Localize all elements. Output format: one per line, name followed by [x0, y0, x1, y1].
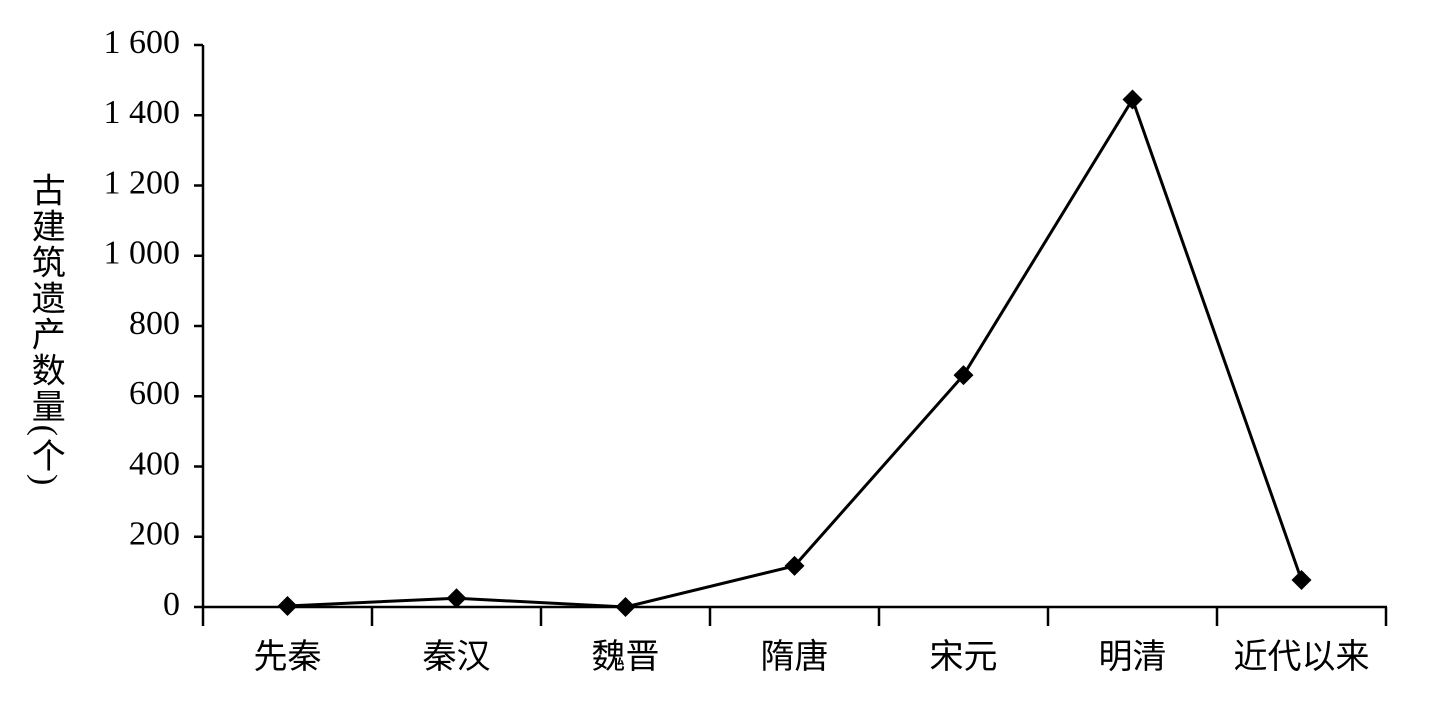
x-tick-label: 魏晋	[592, 638, 660, 676]
marker	[784, 555, 805, 576]
y-tick-label: 1 400	[104, 94, 181, 131]
y-tick-label: 1 000	[104, 235, 181, 272]
y-tick-label: 0	[163, 586, 180, 623]
y-tick-label: 800	[129, 305, 180, 342]
marker	[277, 595, 298, 616]
x-tick-label: 秦汉	[423, 638, 491, 676]
y-tick-label: 400	[129, 445, 180, 482]
marker	[615, 597, 636, 617]
marker	[953, 365, 974, 386]
x-tick-label: 明清	[1099, 639, 1167, 676]
y-axis-label: 古建筑遗产数量(个)	[26, 173, 65, 488]
marker	[1122, 89, 1143, 110]
y-tick-label: 1 200	[104, 164, 181, 201]
line	[287, 95, 1303, 609]
x-tick-label: 隋唐	[761, 638, 829, 676]
marker	[1291, 569, 1312, 590]
marker	[446, 588, 467, 609]
x-tick-label: 先秦	[254, 638, 322, 676]
x-tick-label: 宋元	[930, 638, 998, 676]
y-tick-label: 600	[129, 375, 180, 412]
x-tick-label: 近代以来	[1234, 638, 1370, 676]
y-tick-label: 200	[129, 516, 180, 553]
y-tick-label: 1 600	[104, 24, 181, 61]
